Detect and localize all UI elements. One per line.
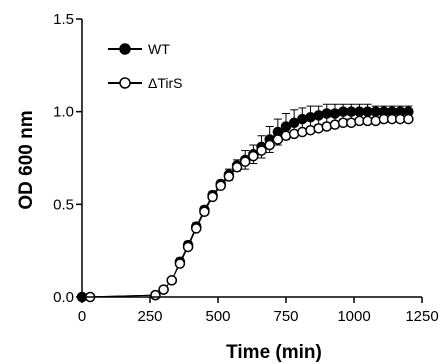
data-point-tirs xyxy=(199,206,210,217)
data-point-tirs xyxy=(403,113,414,125)
x-axis-title: Time (min) xyxy=(226,342,322,363)
data-point-tirs xyxy=(223,171,235,182)
data-point-tirs xyxy=(264,139,275,151)
axes xyxy=(76,18,423,303)
legend-label-wt: WT xyxy=(148,41,170,57)
data-point-tirs xyxy=(256,145,267,156)
y-tick-label: 0.0 xyxy=(53,289,74,306)
series-line-tirs xyxy=(90,118,409,298)
y-axis-title: OD 600 nm xyxy=(16,110,37,209)
legend-marker-tirs xyxy=(119,77,131,89)
data-point-tirs xyxy=(207,191,218,203)
data-point-tirs xyxy=(248,150,259,162)
x-tick-label: 1000 xyxy=(337,308,370,325)
data-point-tirs xyxy=(215,180,226,192)
x-tick-label: 1250 xyxy=(405,308,438,325)
legend-marker-wt xyxy=(119,43,131,55)
legend-label-tirs: ΔTirS xyxy=(148,75,183,91)
x-tick-label: 500 xyxy=(205,308,230,325)
tick-labels: 0.0 0.5 1.0 1.5 0 250 500 750 1000 1250 xyxy=(53,11,439,325)
data-point-tirs xyxy=(231,162,243,173)
data-point-tirs xyxy=(182,241,194,253)
data-points xyxy=(76,106,414,303)
y-tick-label: 1.5 xyxy=(53,11,74,28)
x-tick-label: 0 xyxy=(78,308,86,325)
x-tick-label: 750 xyxy=(273,308,298,325)
y-tick-label: 1.0 xyxy=(53,104,74,121)
x-tick-label: 250 xyxy=(137,308,162,325)
y-tick-label: 0.5 xyxy=(53,196,74,213)
data-point-tirs xyxy=(190,223,202,234)
data-point-tirs xyxy=(150,289,161,301)
series-line-wt xyxy=(81,111,409,298)
data-point-tirs xyxy=(239,156,251,167)
data-point-tirs xyxy=(174,258,186,269)
data-point-tirs xyxy=(158,284,169,295)
legend: WT ΔTirS xyxy=(108,41,183,91)
data-point-tirs xyxy=(166,275,178,286)
